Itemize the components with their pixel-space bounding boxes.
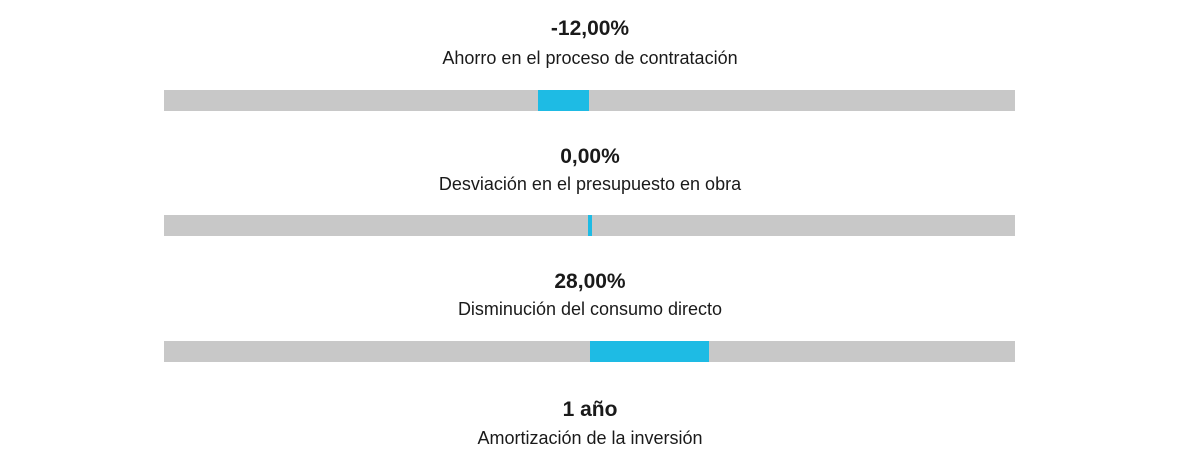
metric-value: -12,00% <box>550 17 630 40</box>
bar-fill <box>587 215 592 236</box>
bar-track <box>164 90 1015 111</box>
metric-value: 0,00% <box>560 145 620 168</box>
metric-value: 28,00% <box>554 270 626 293</box>
bar-fill <box>538 90 590 111</box>
metric-label: Disminución del consumo directo <box>457 299 723 319</box>
metric-value: 1 año <box>562 398 618 421</box>
metric-label: Ahorro en el proceso de contratación <box>442 48 738 68</box>
bar-fill <box>589 341 709 362</box>
bar-track <box>164 341 1015 362</box>
metric-label: Amortización de la inversión <box>477 428 703 448</box>
metric-label: Desviación en el presupuesto en obra <box>438 174 742 194</box>
bar-track <box>164 215 1015 236</box>
